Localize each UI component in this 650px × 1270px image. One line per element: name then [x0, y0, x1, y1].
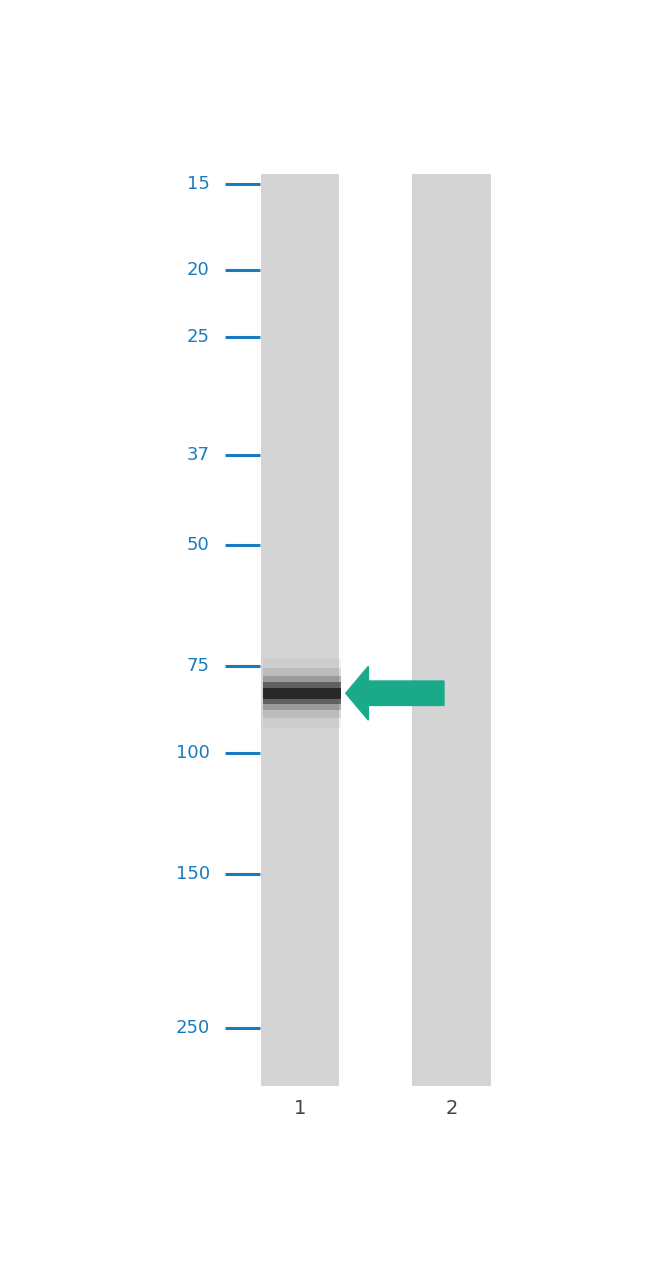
Text: 2: 2 [445, 1100, 458, 1119]
Text: 37: 37 [187, 446, 210, 464]
Bar [261, 174, 339, 1086]
Text: 50: 50 [187, 536, 210, 554]
Bar [263, 688, 341, 698]
Text: 15: 15 [187, 175, 210, 193]
FancyArrow shape [346, 667, 444, 720]
Bar [263, 659, 341, 728]
Text: 250: 250 [176, 1019, 210, 1036]
Bar [263, 668, 341, 718]
Text: 150: 150 [176, 865, 210, 884]
Text: 25: 25 [187, 328, 210, 345]
Text: 20: 20 [187, 262, 210, 279]
Bar [263, 682, 341, 705]
Text: 75: 75 [187, 658, 210, 676]
Bar [413, 174, 491, 1086]
Text: 100: 100 [176, 744, 210, 762]
Bar [263, 676, 341, 710]
Text: 1: 1 [294, 1100, 307, 1119]
